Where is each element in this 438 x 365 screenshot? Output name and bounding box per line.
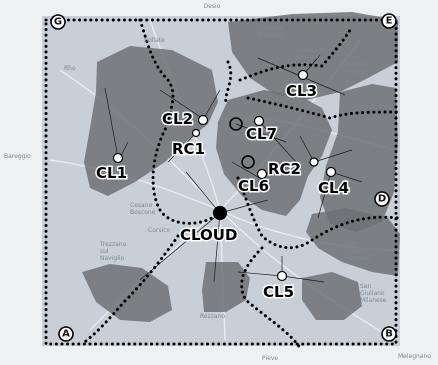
node-cl3-dot <box>297 69 309 81</box>
node-label-cl4: CL4 <box>318 179 349 197</box>
node-rc1-dot <box>191 128 201 138</box>
node-points <box>112 69 337 282</box>
map-label-top: Desio <box>204 3 221 10</box>
map-label-sandonato: San Donato Milanese <box>344 241 371 262</box>
map-label-bottom: Pieve <box>262 355 278 362</box>
marker-b-circle <box>381 326 397 342</box>
map-label-rho: Rho <box>64 65 76 72</box>
marker-small-2 <box>241 155 255 169</box>
corner-label-b: B <box>385 329 393 340</box>
region-cl5 <box>202 262 250 312</box>
boundary-southeast <box>240 246 302 350</box>
map-label-cinisello: Cinisello Balsamo <box>258 25 284 39</box>
region-center <box>216 90 332 216</box>
map-label-left: Bareggio <box>4 153 31 160</box>
node-rc2-dot <box>309 157 319 167</box>
corner-label-d: D <box>378 194 386 205</box>
node-cl5-dot <box>276 270 288 282</box>
outer-boundary <box>44 18 398 346</box>
node-cl1-dot <box>112 152 124 164</box>
corner-label-g: G <box>54 17 62 28</box>
node-cl2-dot <box>197 114 209 126</box>
region-trezzano <box>82 264 172 322</box>
node-label-cl6: CL6 <box>238 177 269 195</box>
corner-label-a: A <box>62 329 70 340</box>
boundary-center-west <box>151 122 220 225</box>
map-labels: Desio Cinisello Balsamo Sesto San Giovanni… <box>4 3 431 362</box>
region-sangiuliano <box>302 272 362 320</box>
map-label-sangiuliano: San Giuliano Milanese <box>360 283 387 304</box>
node-label-cloud: CLOUD <box>180 226 237 244</box>
node-cloud-dot <box>212 205 228 221</box>
map-label-trezzano: Trezzano sul Naviglio <box>99 241 127 262</box>
marker-small-1 <box>229 117 243 131</box>
node-label-cl2: CL2 <box>162 110 193 128</box>
region-cl3 <box>228 12 398 100</box>
region-sandonato <box>306 208 400 276</box>
marker-g-circle <box>50 14 66 30</box>
map-label-cologno: Cologno Monzese <box>342 61 369 75</box>
boundary-east <box>246 96 400 120</box>
node-label-cl3: CL3 <box>286 82 317 100</box>
corner-markers <box>50 13 397 342</box>
node-label-rc1: RC1 <box>172 140 205 158</box>
boundary-south <box>80 234 180 346</box>
boundary-north <box>138 18 175 126</box>
node-label-cl1: CL1 <box>96 164 127 182</box>
map-label-corsico: Corsico <box>148 227 170 234</box>
dotted-boundaries <box>44 18 400 350</box>
corner-label-e: E <box>386 16 393 27</box>
node-label-cl5: CL5 <box>263 283 294 301</box>
boundary-northeast <box>224 28 352 106</box>
boundary-center-east <box>236 176 400 250</box>
node-cl4-dot <box>325 166 337 178</box>
map-label-bollate: Bollate <box>144 37 165 44</box>
node-label-rc2: RC2 <box>268 160 301 178</box>
map-label-cesano: Cesano Boscone <box>130 202 156 216</box>
node-labels: CL1 CL2 RC1 CL3 CL7 RC2 CL4 CL6 CL5 CLOU… <box>95 81 351 303</box>
marker-a-circle <box>58 326 74 342</box>
map-label-melegnano: Melegnano <box>398 353 431 360</box>
node-cl7-dot <box>253 115 265 127</box>
marker-d-circle <box>374 191 390 207</box>
map-label-rozzano: Rozzano <box>200 313 225 320</box>
node-cl6-dot <box>256 168 268 180</box>
map-label-sesto: Sesto San Giovanni <box>296 47 326 61</box>
marker-e-circle <box>381 13 397 29</box>
node-label-cl7: CL7 <box>246 125 277 143</box>
